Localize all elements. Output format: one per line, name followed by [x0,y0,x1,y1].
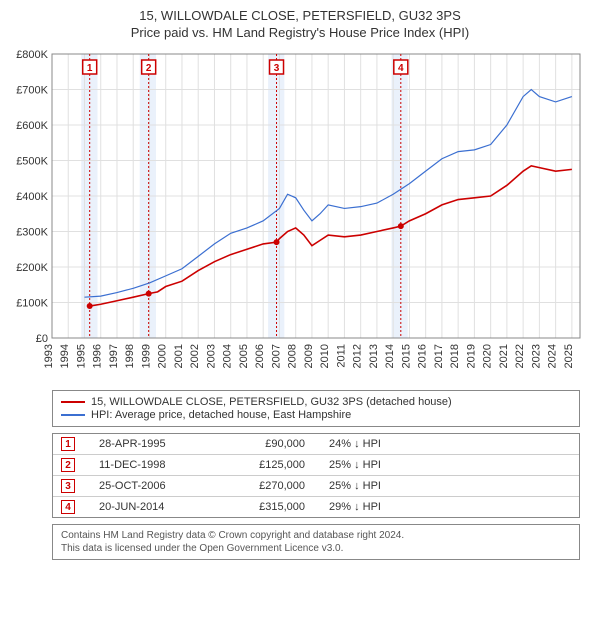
chart-marker-label: 4 [398,63,404,74]
y-tick-label: £300K [16,227,48,239]
x-tick-label: 2013 [368,344,380,368]
x-tick-label: 2022 [514,344,526,368]
y-tick-label: £100K [16,298,48,310]
chart-marker-label: 1 [87,63,93,74]
transaction-row: 2 11-DEC-1998£125,00025% ↓ HPI [53,454,579,475]
chart-marker-label: 3 [274,63,280,74]
x-tick-label: 2012 [352,344,364,368]
transaction-date: 11-DEC-1998 [99,459,229,471]
transaction-date: 25-OCT-2006 [99,480,229,492]
transaction-price: £270,000 [229,480,329,492]
y-tick-label: £500K [16,156,48,168]
x-tick-label: 2020 [482,344,494,368]
x-tick-label: 1995 [75,344,87,368]
x-tick-label: 2021 [498,344,510,368]
x-tick-label: 2002 [189,344,201,368]
y-tick-label: £400K [16,191,48,203]
legend-item: HPI: Average price, detached house, East… [61,409,571,421]
transaction-row: 1 28-APR-1995£90,00024% ↓ HPI [53,434,579,454]
legend-label: 15, WILLOWDALE CLOSE, PETERSFIELD, GU32 … [91,396,452,408]
y-tick-label: £800K [16,49,48,61]
series-marker-dot [146,291,152,297]
x-tick-label: 1998 [124,344,136,368]
x-tick-label: 1997 [108,344,120,368]
x-tick-label: 2011 [335,344,347,368]
legend: 15, WILLOWDALE CLOSE, PETERSFIELD, GU32 … [52,390,580,427]
footnote-line1: Contains HM Land Registry data © Crown c… [61,529,571,542]
x-tick-label: 2014 [384,344,396,368]
y-tick-label: £700K [16,85,48,97]
series-marker-dot [274,239,280,245]
transaction-delta: 24% ↓ HPI [329,438,571,450]
transaction-marker: 2 [61,458,75,472]
x-tick-label: 2025 [563,344,575,368]
transaction-date: 20-JUN-2014 [99,501,229,513]
series-marker-dot [87,303,93,309]
x-tick-label: 2000 [157,344,169,368]
x-tick-label: 1996 [92,344,104,368]
y-tick-label: £200K [16,262,48,274]
x-tick-label: 1994 [59,344,71,368]
transaction-price: £315,000 [229,501,329,513]
transaction-marker: 3 [61,479,75,493]
x-tick-label: 2004 [222,344,234,368]
x-tick-label: 2005 [238,344,250,368]
series-marker-dot [398,223,404,229]
transaction-date: 28-APR-1995 [99,438,229,450]
chart-svg: £0 £100K £200K £300K £400K £500K £600K £700K £80… [8,46,592,386]
x-tick-label: 2023 [530,344,542,368]
transaction-marker: 1 [61,437,75,451]
transaction-price: £90,000 [229,438,329,450]
legend-swatch [61,414,85,416]
x-tick-label: 2019 [465,344,477,368]
x-tick-label: 2009 [303,344,315,368]
transactions-table: 1 28-APR-1995£90,00024% ↓ HPI 2 11-DEC-1998… [52,433,580,518]
x-tick-label: 1999 [140,344,152,368]
legend-label: HPI: Average price, detached house, East… [91,409,351,421]
x-tick-label: 2024 [547,344,559,368]
y-tick-label: £600K [16,120,48,132]
transaction-delta: 25% ↓ HPI [329,459,571,471]
transaction-row: 4 20-JUN-2014£315,00029% ↓ HPI [53,496,579,517]
transaction-delta: 25% ↓ HPI [329,480,571,492]
transaction-marker: 4 [61,500,75,514]
x-tick-label: 2006 [254,344,266,368]
x-tick-label: 2003 [205,344,217,368]
x-tick-label: 2017 [433,344,445,368]
x-tick-label: 2008 [287,344,299,368]
footnote: Contains HM Land Registry data © Crown c… [52,524,580,560]
price-chart: £0 £100K £200K £300K £400K £500K £600K £700K £80… [8,46,592,386]
footnote-line2: This data is licensed under the Open Gov… [61,542,571,555]
transaction-row: 3 25-OCT-2006£270,00025% ↓ HPI [53,475,579,496]
x-tick-label: 2016 [417,344,429,368]
chart-title-address: 15, WILLOWDALE CLOSE, PETERSFIELD, GU32 … [8,8,592,23]
x-tick-label: 2015 [400,344,412,368]
y-tick-label: £0 [36,333,48,345]
chart-marker-label: 2 [146,63,152,74]
x-tick-label: 2007 [270,344,282,368]
x-tick-label: 1993 [43,344,55,368]
x-tick-label: 2010 [319,344,331,368]
transaction-delta: 29% ↓ HPI [329,501,571,513]
chart-title-subtitle: Price paid vs. HM Land Registry's House … [8,25,592,40]
x-tick-label: 2018 [449,344,461,368]
legend-swatch [61,401,85,403]
transaction-price: £125,000 [229,459,329,471]
x-tick-label: 2001 [173,344,185,368]
legend-item: 15, WILLOWDALE CLOSE, PETERSFIELD, GU32 … [61,396,571,408]
